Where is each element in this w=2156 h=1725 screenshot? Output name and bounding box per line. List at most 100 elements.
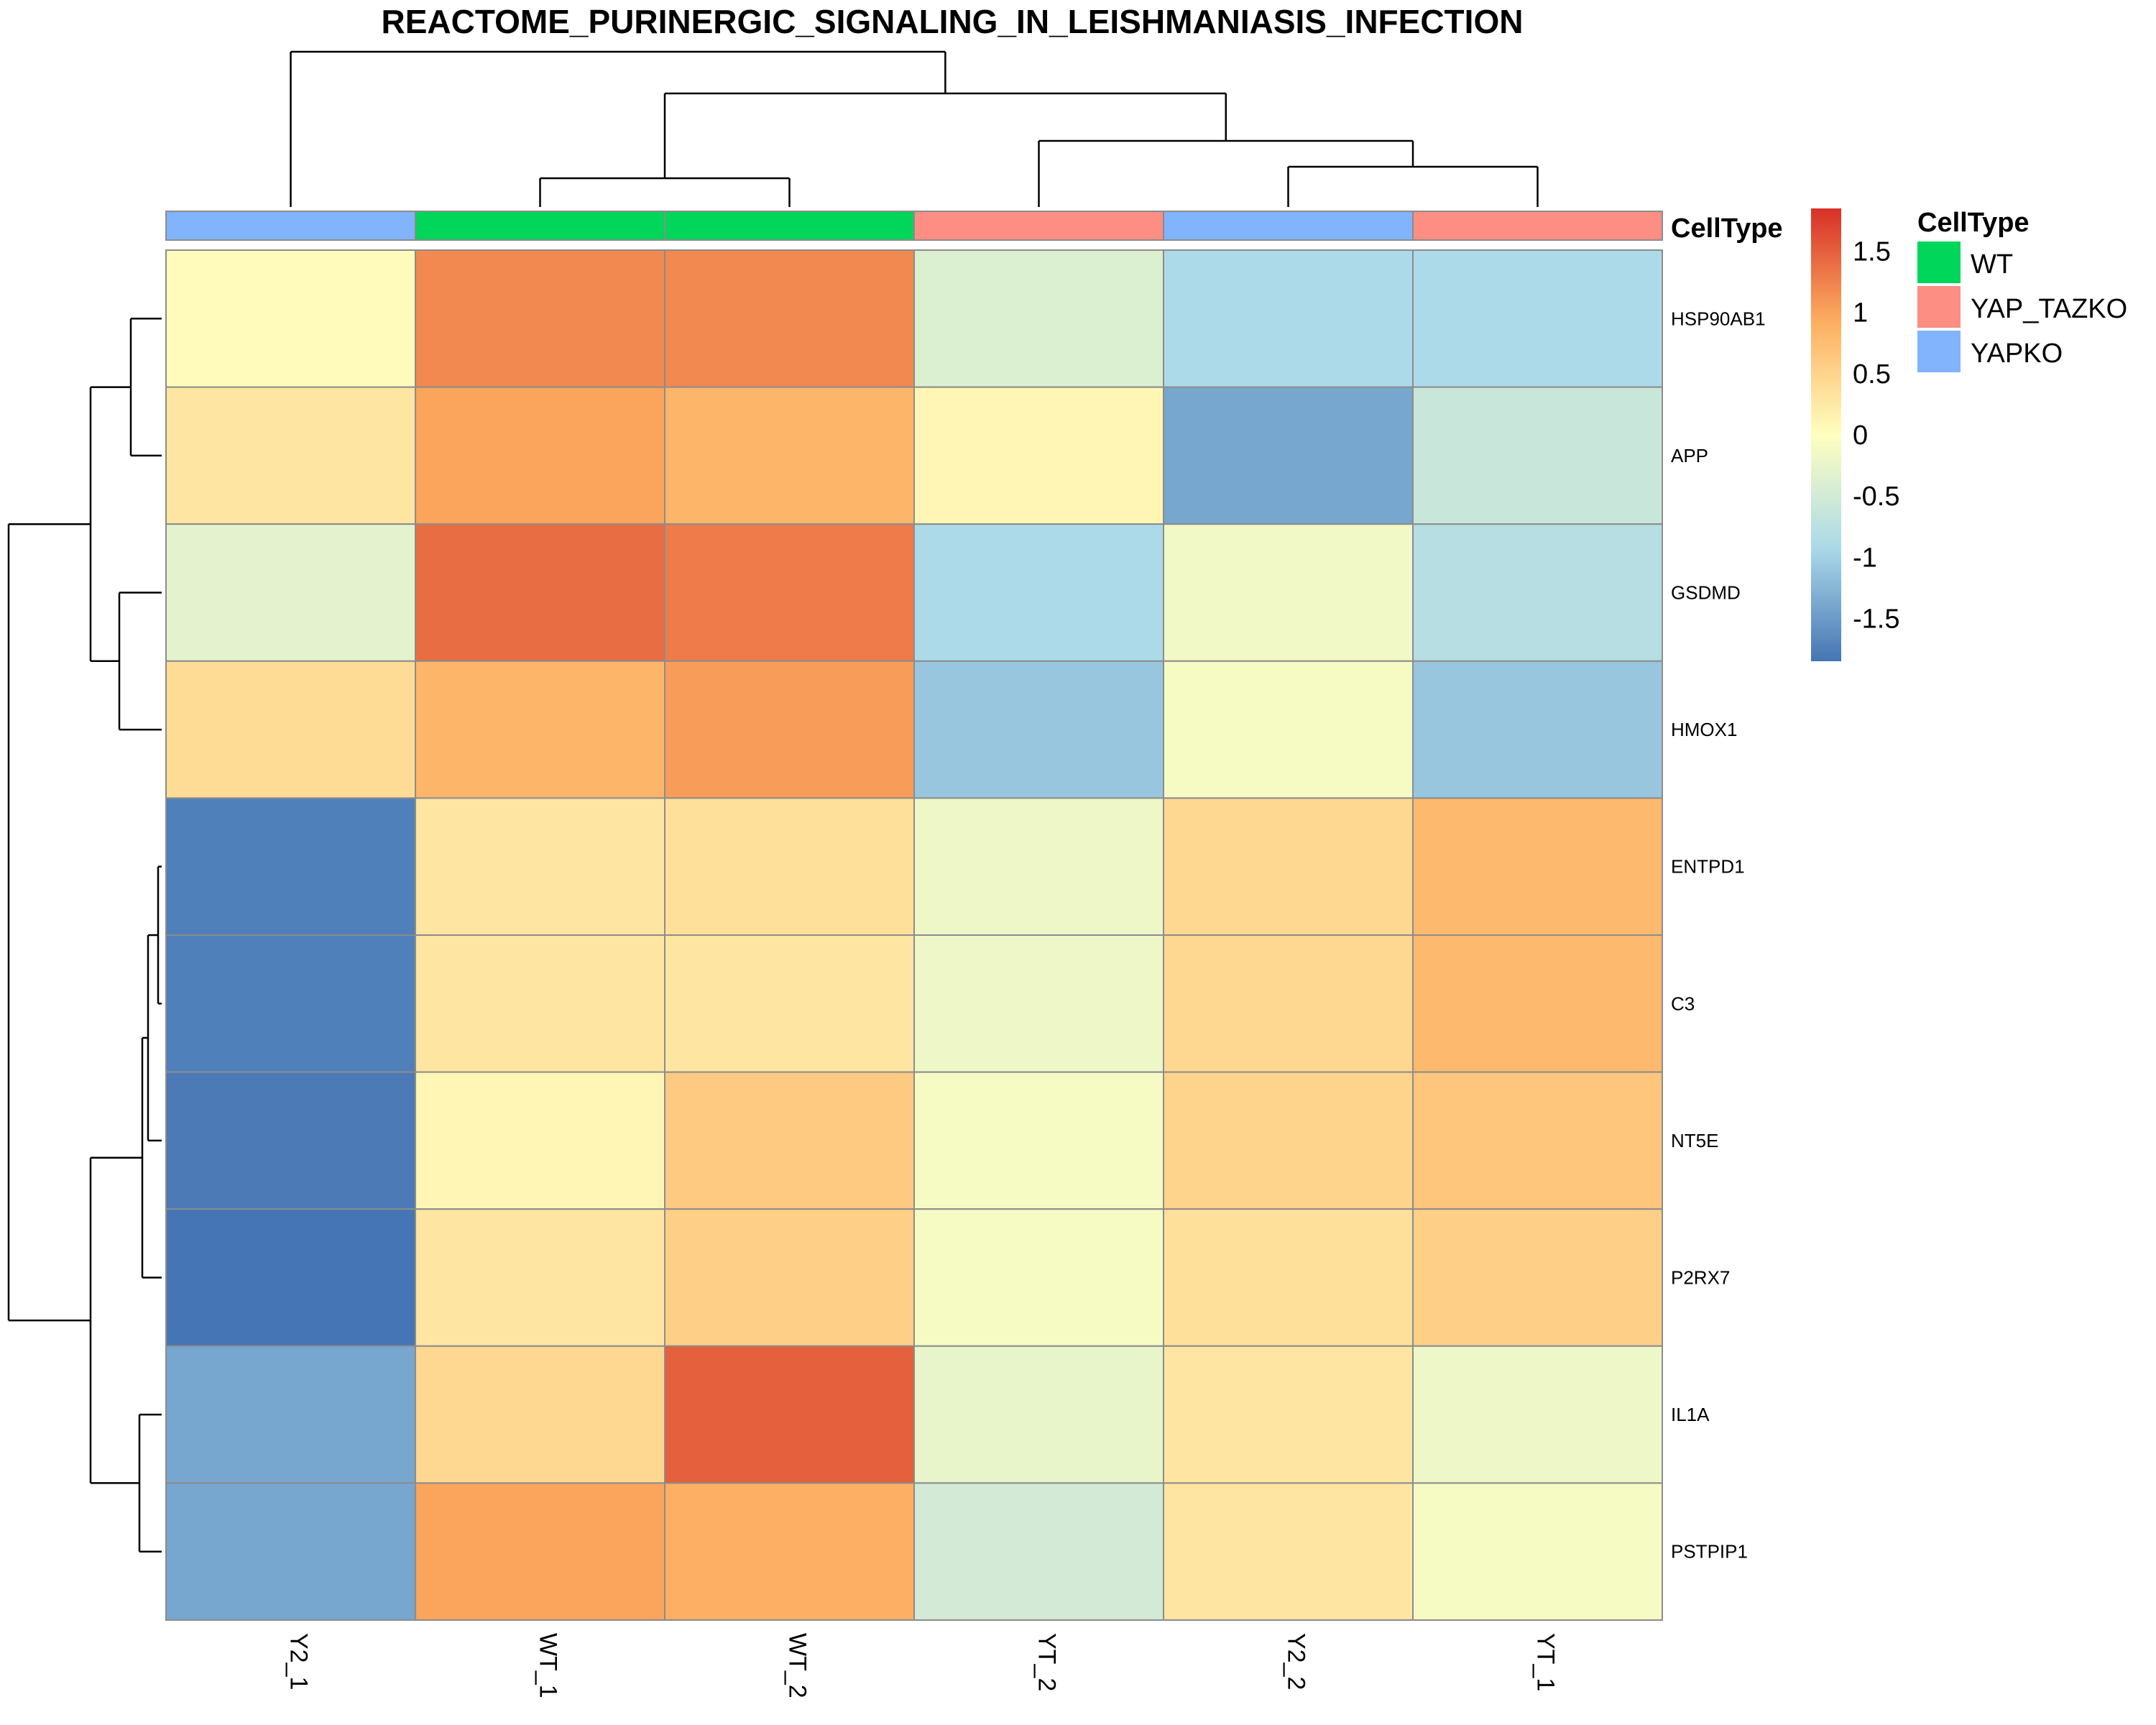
heatmap-cell-NT5E-WT_2 [664,1071,915,1210]
heatmap-cell-P2RX7-WT_1 [415,1208,665,1347]
heatmap-cell-ENTPD1-YT_2 [913,797,1164,937]
heatmap-cells [165,249,1663,1621]
heatmap-cell-IL1A-Y2_2 [1163,1345,1414,1484]
legend-swatch-YAPKO [1917,331,1961,372]
heatmap-cell-NT5E-WT_1 [415,1071,665,1210]
scale-tick-label: -1 [1853,543,1877,573]
heatmap-cell-GSDMD-YT_2 [913,523,1164,662]
heatmap-cell-GSDMD-Y2_2 [1163,523,1414,662]
row-label-IL1A: IL1A [1671,1404,1710,1425]
heatmap-cell-HMOX1-WT_1 [415,660,665,799]
scale-tick-label: -0.5 [1853,482,1899,512]
heatmap-cell-IL1A-YT_2 [913,1345,1164,1484]
column-label-WT_2: WT_2 [784,1633,811,1698]
heatmap-cell-NT5E-Y2_2 [1163,1071,1414,1210]
heatmap-cell-C3-YT_2 [913,934,1164,1073]
heatmap-cell-ENTPD1-Y2_2 [1163,797,1414,937]
legend-label-YAP_TAZKO: YAP_TAZKO [1971,294,2127,324]
heatmap-cell-GSDMD-Y2_1 [165,523,416,662]
row-label-P2RX7: P2RX7 [1671,1267,1730,1289]
annotation-cell-Y2_2 [1163,211,1414,241]
heatmap-cell-HMOX1-YT_1 [1412,660,1663,799]
color-scale-ticks: 1.5 1 0.5 0 -0.5 -1 -1.5 [1853,237,1899,635]
row-label-APP: APP [1671,445,1708,466]
heatmap-cell-HMOX1-WT_2 [664,660,915,799]
row-label-ENTPD1: ENTPD1 [1671,856,1745,878]
heatmap-cell-P2RX7-YT_2 [913,1208,1164,1347]
heatmap-cell-GSDMD-YT_1 [1412,523,1663,662]
legend-swatch-WT [1917,242,1961,283]
row-label-PSTPIP1: PSTPIP1 [1671,1541,1748,1563]
heatmap-cell-IL1A-Y2_1 [165,1345,416,1484]
color-scale-bar [1811,208,1841,661]
legend-label-YAPKO: YAPKO [1971,339,2063,369]
heatmap-cell-ENTPD1-WT_1 [415,797,665,937]
heatmap-cell-HMOX1-Y2_2 [1163,660,1414,799]
heatmap-cell-P2RX7-WT_2 [664,1208,915,1347]
row-label-NT5E: NT5E [1671,1130,1718,1151]
heatmap-cell-APP-Y2_1 [165,386,416,525]
legend-swatch-YAP_TAZKO [1917,286,1961,328]
heatmap-cell-C3-WT_1 [415,934,665,1073]
heatmap-cell-HSP90AB1-WT_2 [664,249,915,388]
column-labels: Y2_1 WT_1 WT_2 YT_2 Y2_2 YT_1 [285,1633,1560,1698]
heatmap-cell-P2RX7-Y2_2 [1163,1208,1414,1347]
heatmap-cell-IL1A-WT_2 [664,1345,915,1484]
heatmap-cell-P2RX7-Y2_1 [165,1208,416,1347]
heatmap-cell-HMOX1-Y2_1 [165,660,416,799]
heatmap-cell-APP-Y2_2 [1163,386,1414,525]
column-label-Y2_2: Y2_2 [1283,1633,1310,1690]
heatmap-cell-C3-WT_2 [664,934,915,1073]
heatmap-cell-APP-YT_2 [913,386,1164,525]
heatmap-cell-HSP90AB1-Y2_2 [1163,249,1414,388]
annotation-cell-WT_2 [664,211,915,241]
scale-tick-label: 0 [1853,420,1868,451]
column-label-Y2_1: Y2_1 [285,1633,313,1690]
legend-label-WT: WT [1971,249,2013,280]
celltype-annotation-bar [165,211,1663,241]
heatmap-cell-NT5E-Y2_1 [165,1071,416,1210]
legend-title: CellType [1917,208,2030,238]
column-label-YT_2: YT_2 [1033,1633,1061,1691]
annotation-label: CellType [1671,213,1783,244]
annotation-cell-YT_1 [1412,211,1663,241]
heatmap-cell-APP-WT_2 [664,386,915,525]
annotation-cell-WT_1 [415,211,665,241]
heatmap-cell-ENTPD1-YT_1 [1412,797,1663,937]
heatmap-cell-GSDMD-WT_1 [415,523,665,662]
heatmap-cell-IL1A-WT_1 [415,1345,665,1484]
scale-tick-label: 0.5 [1853,359,1891,390]
column-label-YT_1: YT_1 [1532,1633,1560,1691]
heatmap-cell-APP-YT_1 [1412,386,1663,525]
heatmap-cell-ENTPD1-WT_2 [664,797,915,937]
row-dendrogram [7,318,162,1552]
heatmap-cell-P2RX7-YT_1 [1412,1208,1663,1347]
heatmap-cell-C3-Y2_1 [165,934,416,1073]
heatmap-cell-PSTPIP1-YT_1 [1412,1482,1663,1621]
column-label-WT_1: WT_1 [535,1633,562,1698]
row-label-HMOX1: HMOX1 [1671,719,1737,740]
heatmap-cell-NT5E-YT_2 [913,1071,1164,1210]
scale-tick-label: 1.5 [1853,237,1891,267]
heatmap-cell-HMOX1-YT_2 [913,660,1164,799]
annotation-cell-Y2_1 [165,211,416,241]
heatmap-cell-C3-YT_1 [1412,934,1663,1073]
heatmap-cell-NT5E-YT_1 [1412,1071,1663,1210]
column-dendrogram [290,50,1539,207]
scale-tick-label: 1 [1853,298,1868,328]
chart-title: REACTOME_PURINERGIC_SIGNALING_IN_LEISHMA… [382,3,1524,40]
heatmap-cell-PSTPIP1-Y2_2 [1163,1482,1414,1621]
heatmap-cell-PSTPIP1-WT_1 [415,1482,665,1621]
heatmap-cell-PSTPIP1-Y2_1 [165,1482,416,1621]
scale-tick-label: -1.5 [1853,604,1899,634]
heatmap-cell-APP-WT_1 [415,386,665,525]
heatmap-cell-HSP90AB1-WT_1 [415,249,665,388]
row-labels: HSP90AB1 APP GSDMD HMOX1 ENTPD1 C3 NT5E P2RX7 IL… [1671,308,1766,1562]
row-label-GSDMD: GSDMD [1671,582,1741,604]
heatmap-cell-HSP90AB1-Y2_1 [165,249,416,388]
row-label-HSP90AB1: HSP90AB1 [1671,308,1766,329]
row-label-C3: C3 [1671,993,1695,1014]
heatmap-cell-GSDMD-WT_2 [664,523,915,662]
heatmap-cell-PSTPIP1-YT_2 [913,1482,1164,1621]
